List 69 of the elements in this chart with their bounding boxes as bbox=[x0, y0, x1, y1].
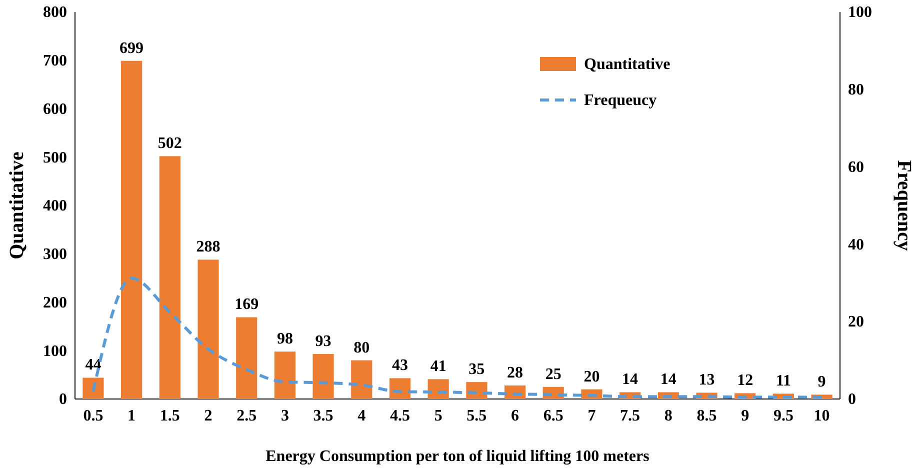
x-axis-title: Energy Consumption per ton of liquid lifting 100 meters bbox=[266, 448, 650, 465]
bar bbox=[389, 378, 411, 399]
bar bbox=[82, 378, 104, 399]
x-tick-label: 5 bbox=[434, 407, 442, 424]
x-tick-label: 7 bbox=[588, 407, 596, 424]
y2-tick-label: 40 bbox=[848, 236, 864, 254]
data-label: 98 bbox=[276, 330, 293, 348]
y-tick-label: 600 bbox=[43, 100, 67, 118]
data-label: 28 bbox=[507, 364, 524, 382]
x-tick-label: 2.5 bbox=[236, 407, 257, 424]
x-tick-label: 1.5 bbox=[160, 407, 180, 424]
legend-label: Quantitative bbox=[584, 56, 670, 73]
data-label: 169 bbox=[234, 296, 259, 314]
y-tick-label: 300 bbox=[43, 246, 67, 263]
bar bbox=[428, 379, 449, 399]
data-label: 14 bbox=[660, 371, 676, 388]
data-label: 20 bbox=[584, 368, 600, 386]
bar bbox=[121, 60, 142, 399]
y-tick-label: 100 bbox=[43, 342, 67, 360]
x-tick-label: 4.5 bbox=[390, 407, 410, 424]
data-label: 288 bbox=[196, 238, 220, 256]
y-tick-label: 800 bbox=[43, 4, 67, 22]
y2-tick-label: 80 bbox=[848, 82, 864, 99]
y-tick-label: 700 bbox=[43, 52, 67, 70]
x-tick-label: 8 bbox=[664, 407, 672, 424]
y-tick-label: 200 bbox=[43, 294, 67, 312]
data-label: 502 bbox=[158, 135, 182, 152]
data-label: 14 bbox=[622, 371, 638, 388]
y2-tick-label: 0 bbox=[848, 391, 856, 408]
legend-label: Frequeucy bbox=[584, 92, 657, 109]
bar bbox=[159, 156, 180, 399]
data-label: 12 bbox=[737, 372, 754, 390]
data-label: 93 bbox=[315, 333, 332, 350]
bar bbox=[274, 352, 296, 399]
x-tick-label: 3.5 bbox=[313, 407, 334, 424]
x-tick-label: 6 bbox=[511, 407, 520, 424]
y-axis-title: Quantitative bbox=[6, 151, 28, 260]
y2-tick-label: 100 bbox=[848, 4, 872, 22]
x-tick-label: 10 bbox=[814, 407, 830, 424]
data-label: 25 bbox=[545, 366, 562, 383]
x-tick-label: 6.5 bbox=[543, 407, 564, 424]
x-tick-label: 3 bbox=[280, 407, 289, 424]
y-tick-label: 400 bbox=[43, 198, 67, 215]
data-label: 41 bbox=[430, 358, 446, 376]
data-label: 11 bbox=[776, 372, 791, 390]
y-tick-label: 500 bbox=[43, 149, 67, 166]
data-label: 43 bbox=[392, 357, 408, 374]
y2-tick-label: 60 bbox=[848, 158, 864, 176]
data-label: 35 bbox=[468, 361, 485, 378]
x-tick-label: 7.5 bbox=[620, 407, 640, 424]
x-tick-label: 5.5 bbox=[466, 407, 487, 424]
data-label: 80 bbox=[354, 339, 370, 356]
data-label: 13 bbox=[698, 372, 715, 389]
y2-tick-label: 20 bbox=[848, 314, 864, 331]
x-tick-label: 0.5 bbox=[83, 407, 104, 424]
bar bbox=[236, 317, 258, 399]
bar bbox=[312, 354, 334, 399]
x-tick-label: 1 bbox=[128, 407, 136, 424]
bar bbox=[351, 360, 372, 399]
x-tick-label: 8.5 bbox=[696, 407, 717, 424]
data-label: 699 bbox=[120, 40, 144, 57]
x-tick-label: 4 bbox=[358, 407, 366, 424]
bar bbox=[198, 260, 219, 399]
data-label: 9 bbox=[818, 374, 826, 391]
y-tick-label: 0 bbox=[59, 391, 67, 408]
x-tick-label: 9 bbox=[741, 407, 750, 424]
x-tick-label: 9.5 bbox=[773, 407, 794, 424]
x-tick-label: 2 bbox=[204, 407, 212, 424]
y2-axis-title: Frequency bbox=[893, 160, 915, 251]
